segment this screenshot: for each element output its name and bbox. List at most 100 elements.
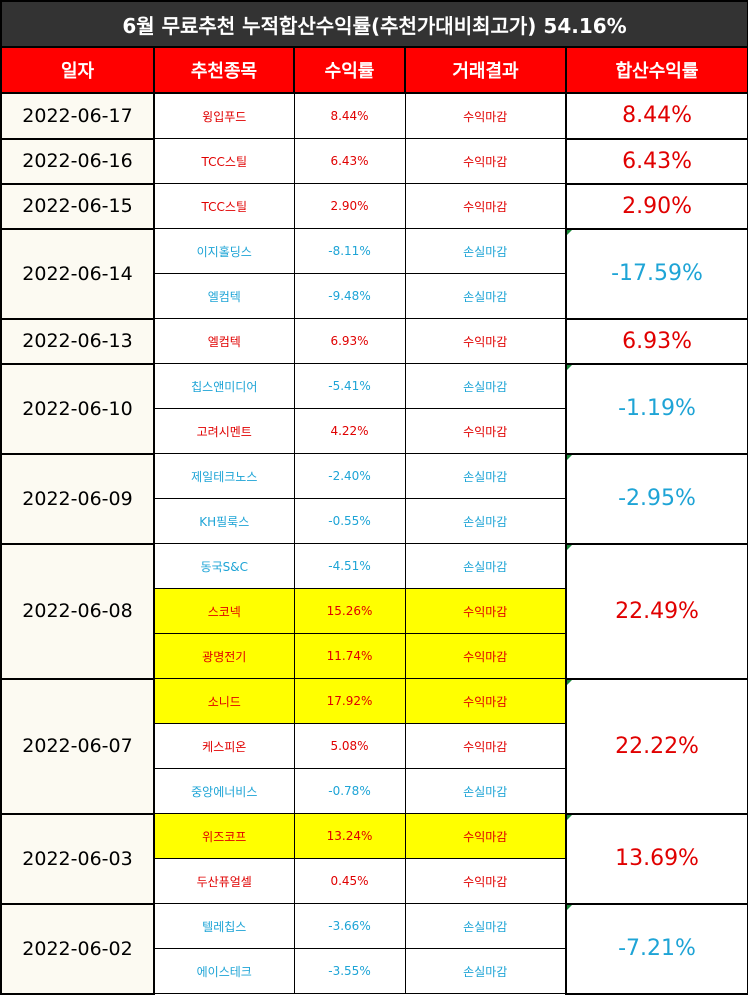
table-row: 2022-06-14 이지홀딩스 -8.11% 손실마감 -17.59% (0, 227, 748, 320)
table-row: 중앙에너비스 -0.78% 손실마감 (1, 768, 748, 814)
rate-cell: -0.78% (293, 768, 406, 814)
stock-cell: 고려시멘트 (153, 408, 295, 454)
date-cell: 2022-06-08 (0, 542, 155, 680)
result-cell: 수익마감 (404, 633, 567, 679)
title-row: 6월 무료추천 누적합산수익률(추천가대비최고가) 54.16% (0, 0, 748, 48)
header-date: 일자 (0, 46, 155, 94)
stock-cell: KH필룩스 (153, 498, 295, 544)
table-row: 2022-06-10 칩스앤미디어 -5.41% 손실마감 -1.19% (0, 362, 748, 455)
stock-cell: 엘컴텍 (153, 318, 295, 364)
date-cell: 2022-06-02 (0, 902, 155, 995)
date-cell: 2022-06-16 (0, 137, 155, 185)
stock-cell: TCC스틸 (153, 138, 295, 184)
page-title: 6월 무료추천 누적합산수익률(추천가대비최고가) 54.16% (0, 0, 748, 48)
table-row: 광명전기 11.74% 수익마감 (1, 633, 748, 679)
stock-cell: TCC스틸 (153, 183, 295, 229)
stock-cell: 에이스테크 (153, 948, 295, 994)
result-cell: 손실마감 (404, 543, 567, 589)
rate-cell: 5.08% (293, 723, 406, 769)
total-return-cell: -17.59% (564, 227, 748, 320)
result-cell: 수익마감 (404, 723, 567, 769)
rate-cell: 6.93% (293, 318, 406, 364)
table-row: 2022-06-03 위즈코프 13.24% 수익마감 13.69% (0, 812, 748, 905)
total-return-cell: 2.90% (564, 182, 748, 230)
result-cell: 손실마감 (404, 948, 567, 994)
header-total: 합산수익률 (564, 46, 748, 94)
date-cell: 2022-06-13 (0, 317, 155, 365)
stock-cell: 윙입푸드 (153, 92, 295, 139)
rate-cell: 8.44% (293, 92, 406, 139)
header-rate: 수익률 (293, 46, 406, 94)
table-row: 2022-06-17 윙입푸드 8.44% 수익마감 8.44% (0, 92, 748, 140)
stock-cell: 스코넥 (153, 588, 295, 634)
table-row: 엘컴텍 -9.48% 손실마감 (1, 273, 748, 319)
total-return-cell: 6.93% (564, 317, 748, 365)
rate-cell: 17.92% (293, 678, 406, 724)
header-result: 거래결과 (404, 46, 567, 94)
rate-cell: -9.48% (293, 273, 406, 319)
result-cell: 수익마감 (404, 678, 567, 724)
rate-cell: -8.11% (293, 228, 406, 274)
stock-cell: 중앙에너비스 (153, 768, 295, 814)
table-row: KH필룩스 -0.55% 손실마감 (1, 498, 748, 544)
result-cell: 수익마감 (404, 813, 567, 859)
table-row: 두산퓨얼셀 0.45% 수익마감 (1, 858, 748, 904)
stock-cell: 제일테크노스 (153, 453, 295, 499)
total-return-cell: 8.44% (564, 92, 748, 140)
result-cell: 수익마감 (404, 318, 567, 364)
rate-cell: 13.24% (293, 813, 406, 859)
total-return-cell: 6.43% (564, 137, 748, 185)
result-cell: 손실마감 (404, 228, 567, 274)
header-stock: 추천종목 (153, 46, 295, 94)
table-row: 2022-06-07 소니드 17.92% 수익마감 22.22% (0, 677, 748, 815)
table-row: 2022-06-15 TCC스틸 2.90% 수익마감 2.90% (0, 182, 748, 230)
rate-cell: -2.40% (293, 453, 406, 499)
stock-cell: 칩스앤미디어 (153, 363, 295, 409)
table-row: 에이스테크 -3.55% 손실마감 (1, 948, 748, 994)
total-return-cell: 13.69% (564, 812, 748, 905)
rate-cell: 6.43% (293, 138, 406, 184)
date-cell: 2022-06-14 (0, 227, 155, 320)
result-cell: 손실마감 (404, 768, 567, 814)
result-cell: 손실마감 (404, 498, 567, 544)
table-row: 2022-06-16 TCC스틸 6.43% 수익마감 6.43% (0, 137, 748, 185)
result-cell: 수익마감 (404, 408, 567, 454)
result-cell: 수익마감 (404, 138, 567, 184)
rate-cell: 15.26% (293, 588, 406, 634)
header-row: 일자 추천종목 수익률 거래결과 합산수익률 (0, 46, 748, 94)
stock-cell: 두산퓨얼셀 (153, 858, 295, 904)
result-cell: 수익마감 (404, 183, 567, 229)
total-return-cell: 22.22% (564, 677, 748, 815)
table-row: 2022-06-08 동국S&C -4.51% 손실마감 22.49% (0, 542, 748, 680)
result-cell: 손실마감 (404, 453, 567, 499)
rate-cell: 4.22% (293, 408, 406, 454)
date-cell: 2022-06-09 (0, 452, 155, 545)
rate-cell: -4.51% (293, 543, 406, 589)
total-return-cell: -2.95% (564, 452, 748, 545)
result-cell: 수익마감 (404, 92, 567, 139)
total-return-cell: -1.19% (564, 362, 748, 455)
stock-cell: 소니드 (153, 678, 295, 724)
result-cell: 손실마감 (404, 363, 567, 409)
rate-cell: 11.74% (293, 633, 406, 679)
rate-cell: -3.55% (293, 948, 406, 994)
result-cell: 손실마감 (404, 903, 567, 949)
table-row: 2022-06-13 엘컴텍 6.93% 수익마감 6.93% (0, 317, 748, 365)
rate-cell: 0.45% (293, 858, 406, 904)
rate-cell: 2.90% (293, 183, 406, 229)
date-cell: 2022-06-07 (0, 677, 155, 815)
date-cell: 2022-06-15 (0, 182, 155, 230)
result-cell: 손실마감 (404, 273, 567, 319)
stock-cell: 텔레칩스 (153, 903, 295, 949)
table-row: 2022-06-02 텔레칩스 -3.66% 손실마감 -7.21% (0, 902, 748, 995)
stock-cell: 케스피온 (153, 723, 295, 769)
stock-cell: 이지홀딩스 (153, 228, 295, 274)
total-return-cell: 22.49% (564, 542, 748, 680)
table-row: 고려시멘트 4.22% 수익마감 (1, 408, 748, 454)
date-cell: 2022-06-17 (0, 92, 155, 140)
rate-cell: -5.41% (293, 363, 406, 409)
table-row: 스코넥 15.26% 수익마감 (1, 588, 748, 634)
